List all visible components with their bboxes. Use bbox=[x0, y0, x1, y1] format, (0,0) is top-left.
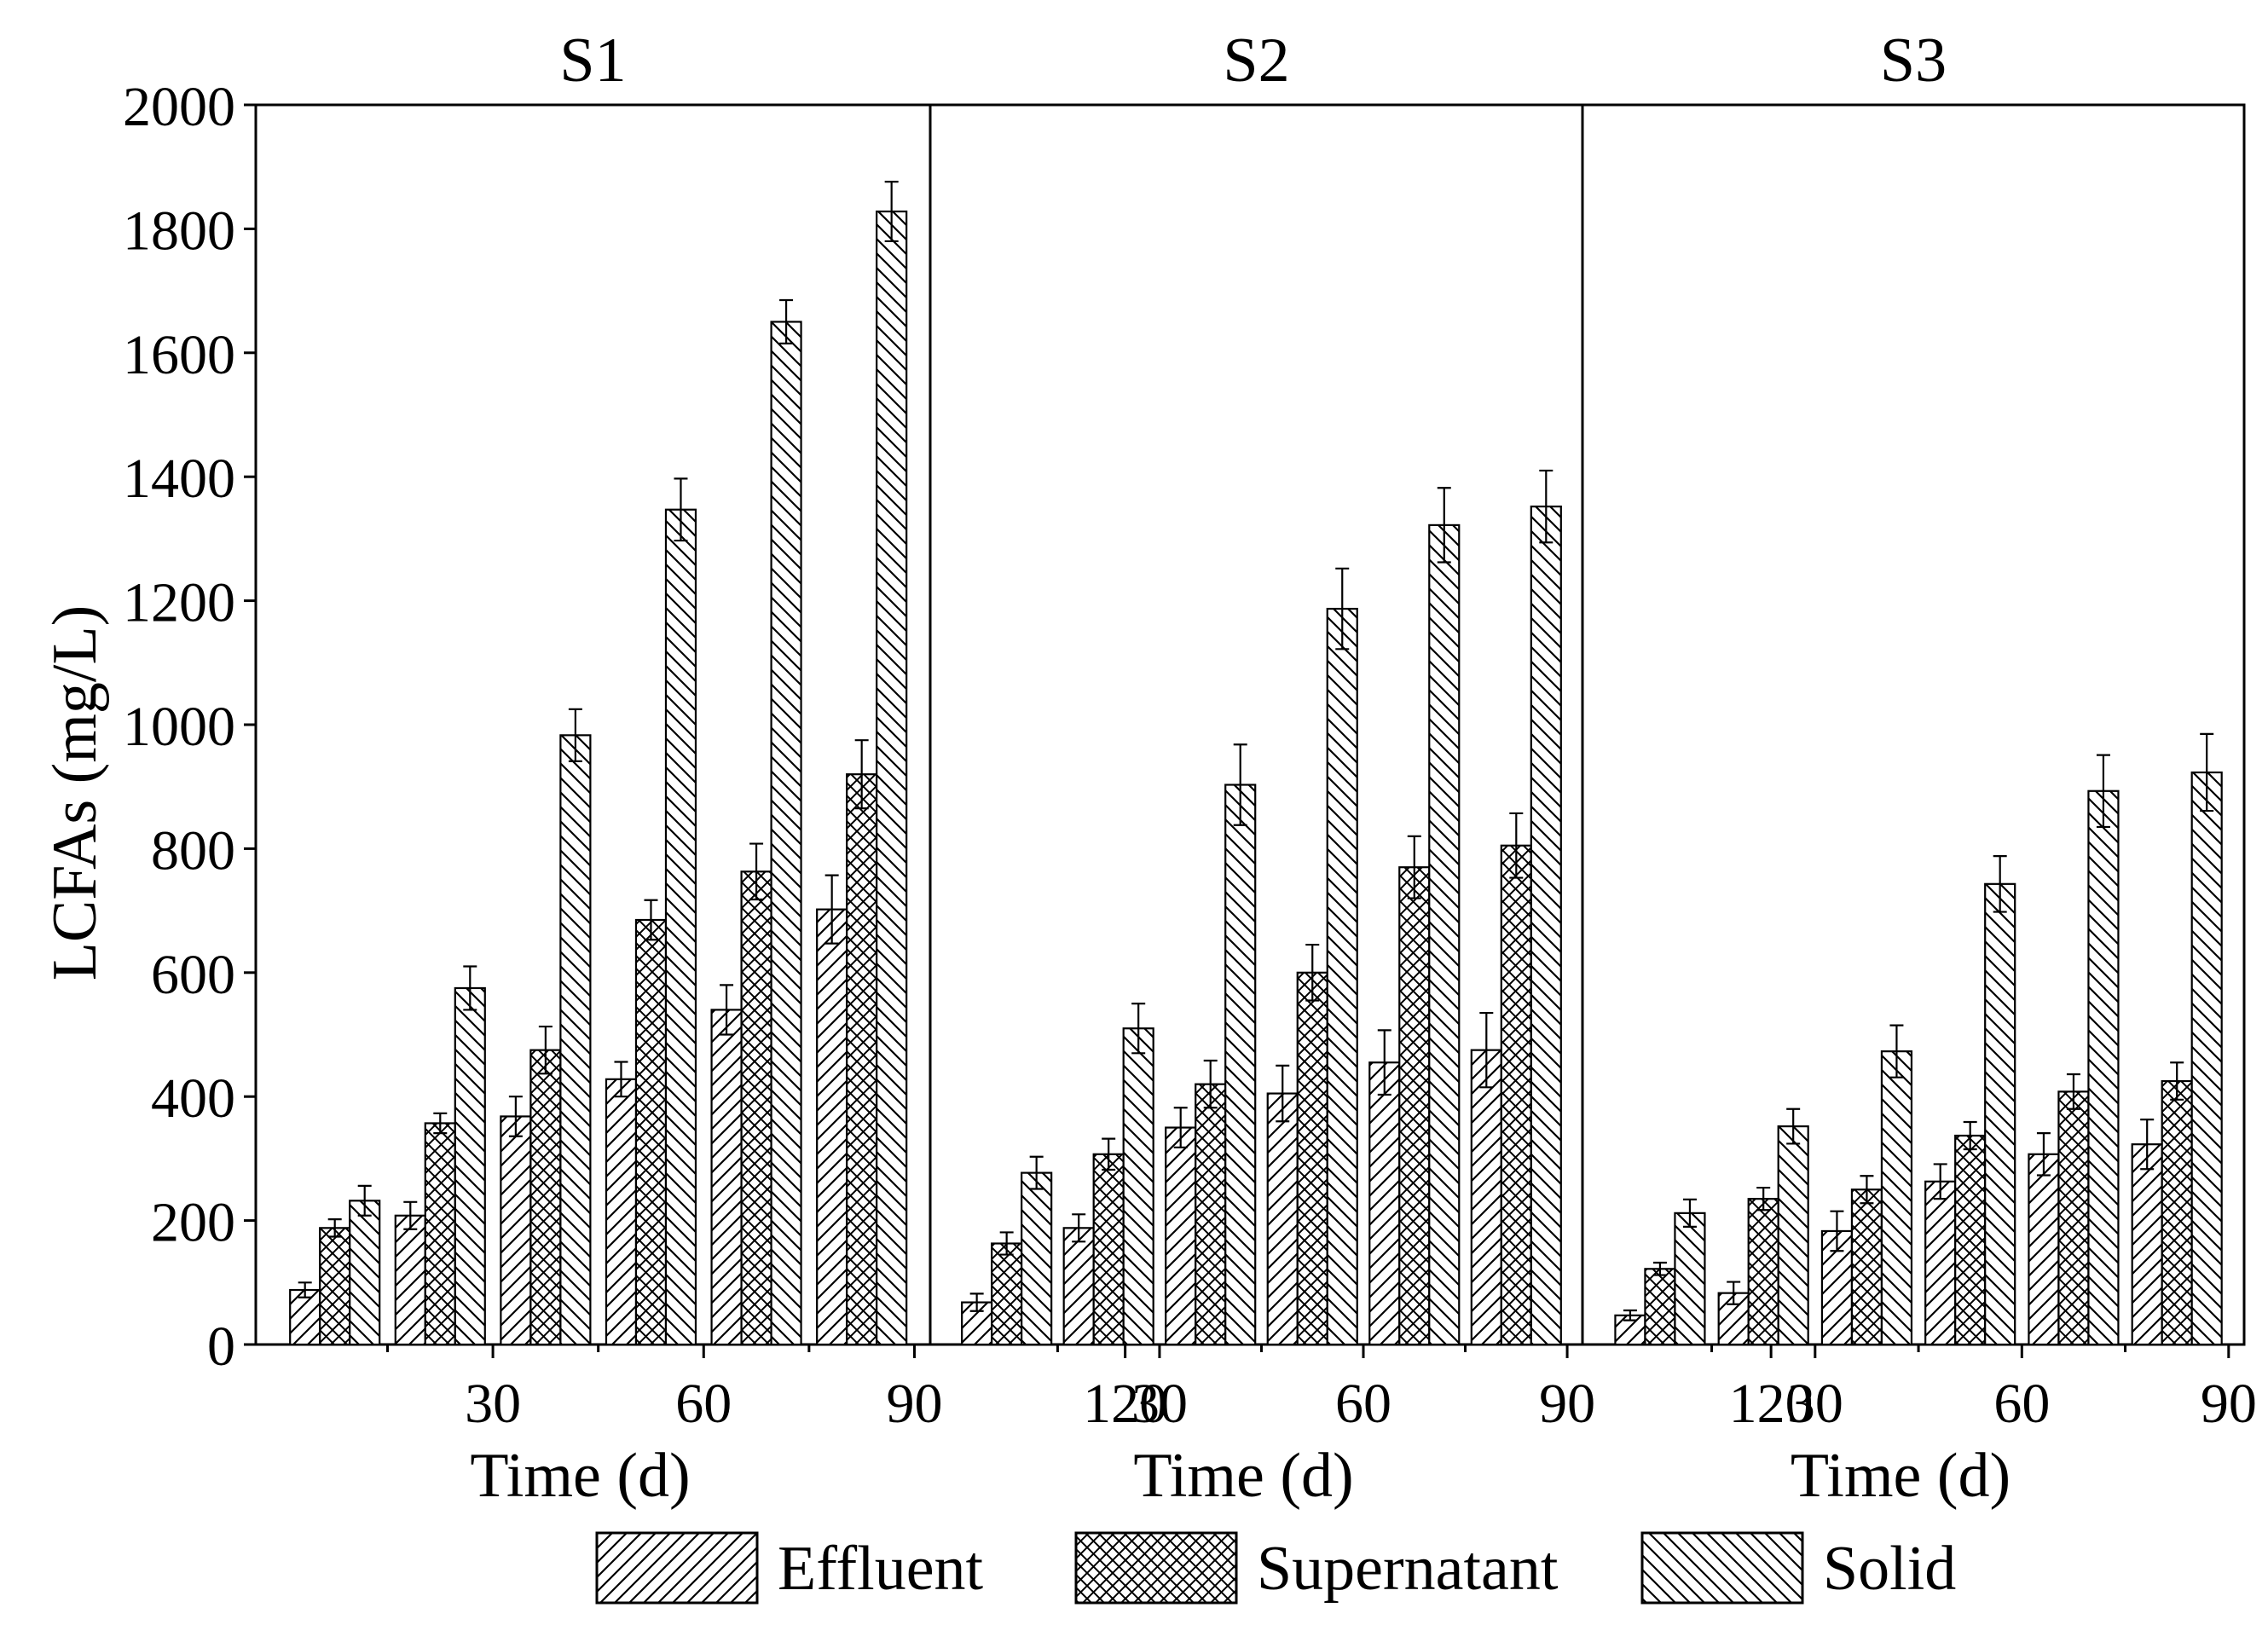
legend-item: Supernatant bbox=[1074, 1531, 1559, 1605]
x-tick-label: 30 bbox=[1787, 1373, 1843, 1435]
bar bbox=[289, 1288, 321, 1346]
y-tick-label: 1200 bbox=[123, 572, 235, 634]
y-tick-label: 1400 bbox=[123, 448, 235, 510]
x-tick-label: 90 bbox=[2201, 1373, 2257, 1435]
bar bbox=[1062, 1227, 1095, 1346]
y-tick-label: 200 bbox=[151, 1192, 235, 1254]
bar bbox=[1747, 1198, 1779, 1346]
x-axis-label: Time (d) bbox=[1133, 1441, 1353, 1511]
x-tick-label: 60 bbox=[1993, 1373, 2050, 1435]
bar bbox=[1195, 1083, 1227, 1346]
bar bbox=[1368, 1061, 1401, 1346]
panel-title: S3 bbox=[1880, 26, 1947, 95]
legend-label: Effluent bbox=[778, 1534, 984, 1604]
bar bbox=[500, 1115, 532, 1346]
x-tick-label: 120 bbox=[1083, 1373, 1167, 1435]
bar bbox=[664, 508, 697, 1346]
bar bbox=[454, 986, 486, 1346]
bar bbox=[1644, 1268, 1676, 1346]
bar bbox=[1296, 971, 1328, 1346]
panel-title: S2 bbox=[1223, 26, 1289, 95]
legend-label: Supernatant bbox=[1257, 1534, 1559, 1604]
bar bbox=[319, 1227, 351, 1346]
bar bbox=[770, 321, 802, 1346]
bar bbox=[1530, 505, 1562, 1346]
bar bbox=[1954, 1134, 1987, 1346]
bar bbox=[1850, 1188, 1883, 1346]
bar bbox=[876, 210, 908, 1346]
bar bbox=[1880, 1050, 1913, 1346]
bar bbox=[846, 773, 878, 1346]
legend-swatch bbox=[1640, 1531, 1804, 1605]
error-bars-layer bbox=[298, 181, 2214, 1321]
x-tick-label: 90 bbox=[886, 1373, 942, 1435]
y-tick-label: 1600 bbox=[123, 324, 235, 386]
y-tick-label: 1800 bbox=[123, 200, 235, 262]
y-axis-label: LCFAs (mg/L) bbox=[40, 605, 110, 981]
x-tick-label: 60 bbox=[1335, 1373, 1391, 1435]
panel-title: S1 bbox=[559, 26, 626, 95]
legend-item: Effluent bbox=[595, 1531, 984, 1605]
bar bbox=[605, 1078, 638, 1346]
x-tick-label: 30 bbox=[1131, 1373, 1188, 1435]
bar bbox=[349, 1200, 381, 1346]
bar bbox=[1924, 1180, 1957, 1346]
bar bbox=[1398, 866, 1431, 1346]
bar bbox=[2190, 771, 2223, 1346]
bar bbox=[710, 1009, 743, 1346]
y-tick-label: 600 bbox=[151, 944, 235, 1006]
x-tick-label: 90 bbox=[1539, 1373, 1595, 1435]
y-tick-label: 1000 bbox=[123, 696, 235, 758]
bar bbox=[1470, 1049, 1502, 1346]
x-tick-label: 120 bbox=[1729, 1373, 1814, 1435]
x-tick-label: 30 bbox=[465, 1373, 521, 1435]
bar bbox=[634, 918, 668, 1346]
bar bbox=[2057, 1090, 2090, 1346]
bar bbox=[424, 1122, 456, 1346]
bar bbox=[1984, 882, 2016, 1346]
bar bbox=[2161, 1079, 2193, 1346]
bar bbox=[1165, 1126, 1197, 1346]
bar bbox=[816, 908, 848, 1346]
x-tick-label: 60 bbox=[675, 1373, 732, 1435]
bar bbox=[991, 1242, 1023, 1346]
bar bbox=[2028, 1153, 2060, 1346]
legend-swatch bbox=[595, 1531, 759, 1605]
x-axis-label: Time (d) bbox=[470, 1441, 690, 1511]
legend: Effluent Supernatant Solid bbox=[595, 1531, 1956, 1605]
y-tick-label: 400 bbox=[151, 1067, 235, 1130]
bar bbox=[1428, 523, 1461, 1346]
bar bbox=[1021, 1171, 1053, 1346]
bar bbox=[2087, 789, 2120, 1346]
y-tick-label: 2000 bbox=[123, 76, 235, 138]
bar bbox=[1777, 1125, 1809, 1346]
axes-layer: 0 200 400 600 800 1000 1200 1400 1600 1800 2000 S1 3… bbox=[123, 26, 2257, 1511]
bar bbox=[740, 870, 772, 1346]
bar bbox=[1674, 1212, 1706, 1346]
bar bbox=[1092, 1153, 1125, 1346]
y-tick-label: 0 bbox=[207, 1316, 235, 1378]
bar bbox=[394, 1214, 426, 1346]
bar bbox=[1122, 1027, 1154, 1346]
x-axis-label: Time (d) bbox=[1791, 1441, 2011, 1511]
legend-swatch bbox=[1074, 1531, 1238, 1605]
bar bbox=[1500, 844, 1532, 1346]
bar bbox=[1326, 607, 1358, 1346]
bar bbox=[1266, 1092, 1299, 1346]
legend-item: Solid bbox=[1640, 1531, 1956, 1605]
bar bbox=[559, 734, 592, 1346]
bar bbox=[1224, 784, 1257, 1346]
legend-label: Solid bbox=[1823, 1534, 1956, 1604]
y-tick-label: 800 bbox=[151, 819, 235, 882]
bar bbox=[529, 1049, 562, 1346]
bars-layer bbox=[289, 210, 2223, 1346]
bar bbox=[2131, 1143, 2163, 1346]
